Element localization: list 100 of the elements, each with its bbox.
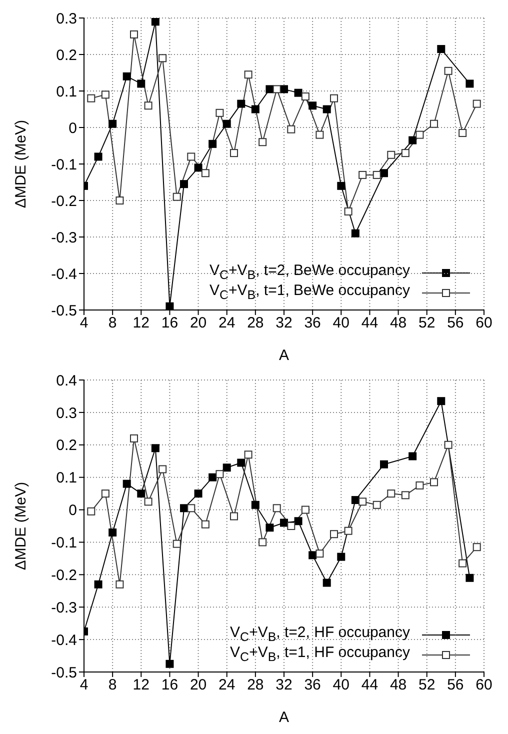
point (294, 88, 302, 97)
x-tick-label: 12 (132, 676, 150, 694)
point (280, 518, 288, 527)
point (172, 192, 181, 201)
y-axis-title: ΔMDE (MeV) (12, 482, 30, 570)
x-tick-label: 48 (390, 314, 407, 332)
point (187, 504, 196, 512)
point (437, 397, 446, 406)
point (251, 105, 260, 114)
point (322, 578, 331, 587)
y-tick-label: -0.3 (51, 229, 77, 246)
x-tick-label: 16 (161, 314, 178, 332)
y-tick-label: -0.5 (51, 664, 77, 682)
point (408, 452, 417, 460)
point (151, 444, 160, 452)
x-tick-label: 4 (80, 314, 88, 332)
point (216, 470, 224, 478)
y-tick-label: -0.2 (51, 192, 77, 210)
y-tick-label: -0.3 (51, 599, 77, 616)
point (144, 498, 152, 506)
x-tick-label: 12 (132, 314, 150, 332)
x-tick-label: 20 (190, 314, 207, 332)
y-tick-label: -0.5 (51, 302, 77, 320)
y-tick-label: -0.4 (51, 266, 77, 283)
point (101, 90, 110, 99)
point (158, 54, 167, 62)
x-tick-label: 32 (276, 314, 292, 332)
point (216, 108, 224, 117)
point (130, 30, 138, 38)
y-tick-label: 0.1 (56, 83, 77, 100)
point (466, 80, 474, 88)
point (437, 45, 446, 54)
point (430, 120, 438, 128)
point (380, 169, 388, 178)
y-tick-label: -0.4 (51, 632, 77, 649)
point (301, 92, 310, 100)
point (187, 152, 196, 161)
point (230, 149, 238, 158)
x-tick-label: 52 (418, 314, 436, 332)
y-tick-label: 0 (68, 120, 77, 137)
point (458, 128, 467, 137)
x-tick-label: 4 (80, 676, 88, 694)
point (201, 520, 210, 528)
point (87, 94, 96, 102)
x-tick-label: 44 (361, 676, 378, 694)
y-tick-label: 0 (68, 502, 77, 520)
point (158, 465, 167, 474)
x-tick-label: 48 (390, 676, 407, 694)
y-tick-label: -0.1 (51, 156, 77, 174)
y-tick-label: 0.2 (56, 437, 77, 454)
point (401, 491, 410, 500)
x-tick-label: 60 (476, 676, 492, 694)
x-tick-label: 28 (247, 676, 264, 694)
point (116, 196, 124, 204)
point (472, 543, 481, 552)
y-tick-label: 0.3 (56, 404, 77, 422)
point (258, 138, 267, 146)
x-tick-label: 8 (108, 314, 117, 332)
point (330, 94, 338, 102)
point (272, 85, 281, 94)
point (258, 538, 267, 546)
x-tick-label: 44 (361, 314, 378, 332)
legend-label: V$_{C}$+V$_{B}$, t=2, HF occupancy (230, 624, 410, 645)
point (201, 169, 210, 178)
legend-label: V$_{C}$+V$_{B}$, t=1, BeWe occupancy (209, 282, 410, 303)
point (287, 125, 296, 134)
y-tick-label: -0.1 (51, 534, 77, 552)
point (244, 70, 252, 79)
point (380, 460, 388, 468)
point (316, 550, 324, 558)
point (444, 440, 452, 449)
y-tick-label: 0.3 (56, 10, 77, 28)
point (401, 149, 410, 158)
x-tick-label: 40 (332, 676, 350, 694)
point (194, 490, 202, 498)
point (458, 559, 467, 568)
point (466, 574, 474, 582)
point (122, 72, 131, 80)
x-tick-label: 32 (276, 676, 292, 694)
point (372, 500, 381, 509)
point (144, 102, 152, 110)
point (301, 506, 310, 514)
point (237, 100, 246, 108)
point (387, 490, 396, 498)
point (166, 302, 174, 310)
point (94, 152, 102, 161)
point (322, 105, 331, 114)
y-tick-label: -0.2 (51, 566, 77, 584)
y-tick-label: 0.4 (56, 372, 77, 390)
x-axis-title: A (278, 347, 290, 364)
point (251, 500, 260, 509)
point (294, 517, 302, 526)
x-tick-label: 36 (304, 314, 321, 332)
point (387, 150, 396, 159)
point (208, 140, 217, 148)
x-tick-label: 36 (304, 676, 321, 694)
x-tick-label: 56 (447, 314, 464, 332)
x-tick-label: 24 (218, 314, 236, 332)
point (222, 464, 231, 472)
point (166, 660, 174, 668)
